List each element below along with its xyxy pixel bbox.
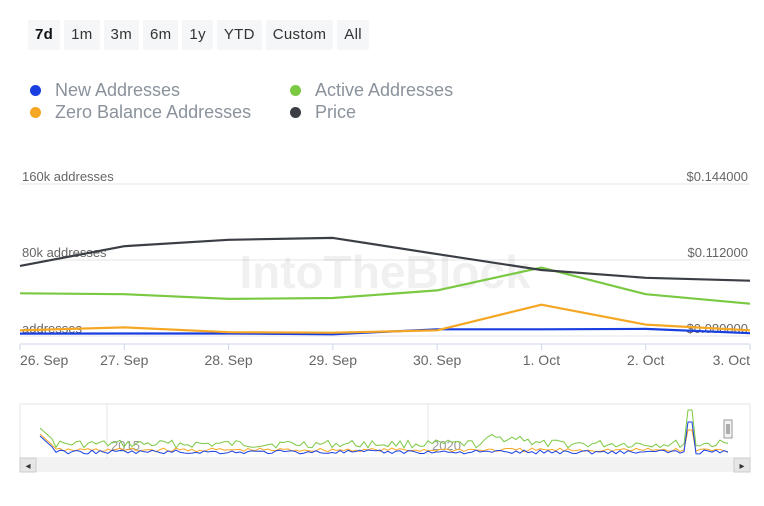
chevron-left-icon: ◂ xyxy=(25,461,30,472)
x-tick-label: 1. Oct xyxy=(523,352,560,368)
legend-label: Price xyxy=(315,102,357,122)
scrollbar-track[interactable] xyxy=(20,458,750,472)
chevron-right-icon: ▸ xyxy=(739,461,744,472)
legend-item-active-addresses[interactable]: Active Addresses xyxy=(290,80,453,101)
range-button-6m[interactable]: 6m xyxy=(142,20,179,50)
range-button-all[interactable]: All xyxy=(337,20,369,50)
scroll-left-button[interactable] xyxy=(19,457,37,473)
range-button-1m[interactable]: 1m xyxy=(64,20,100,50)
range-button-7d[interactable]: 7d xyxy=(28,20,61,50)
range-button-3m[interactable]: 3m xyxy=(103,20,139,50)
legend-item-new-addresses[interactable]: New Addresses xyxy=(30,80,180,101)
series-line-active-addresses[interactable] xyxy=(19,266,751,305)
x-tick-label: 2. Oct xyxy=(627,352,664,368)
legend: New Addresses Active Addresses Zero Balanc… xyxy=(30,80,510,126)
watermark: IntoTheBlock xyxy=(239,246,531,298)
y-right-tick-label: $0.144000 xyxy=(687,170,748,184)
legend-item-zero-balance-addresses[interactable]: Zero Balance Addresses xyxy=(30,102,251,123)
navigator-series-line xyxy=(39,409,729,449)
x-tick-label: 30. Sep xyxy=(413,352,461,368)
legend-dot-icon xyxy=(290,85,301,96)
legend-label: New Addresses xyxy=(55,80,181,100)
legend-dot-icon xyxy=(290,107,301,118)
legend-dot-icon xyxy=(30,107,41,118)
y-right-tick-label: $0.112000 xyxy=(688,245,749,260)
range-selector: 7d 1m 3m 6m 1y YTD Custom All xyxy=(28,20,369,50)
y-left-tick-label: 80k addresses xyxy=(22,245,107,260)
series-line-price[interactable] xyxy=(19,236,751,282)
y-left-tick-label: 160k addresses xyxy=(22,170,114,184)
range-button-custom[interactable]: Custom xyxy=(265,20,334,50)
navigator[interactable]: 2015 2020◂ ▸ xyxy=(0,400,764,476)
x-tick-label: 3. Oct xyxy=(713,352,750,368)
legend-label: Zero Balance Addresses xyxy=(55,102,252,122)
x-tick-label: 26. Sep xyxy=(20,352,68,368)
navigator-handle[interactable] xyxy=(723,419,733,439)
x-tick-label: 29. Sep xyxy=(309,352,357,368)
legend-item-price[interactable]: Price xyxy=(290,102,356,123)
scroll-right-button[interactable] xyxy=(733,457,751,473)
navigator-series-line xyxy=(39,421,729,455)
legend-label: Active Addresses xyxy=(315,80,454,100)
x-tick-label: 27. Sep xyxy=(100,352,148,368)
range-button-ytd[interactable]: YTD xyxy=(216,20,262,50)
series-line-zero-balance-addresses[interactable] xyxy=(19,303,751,334)
x-tick-label: 28. Sep xyxy=(204,352,252,368)
range-button-1y[interactable]: 1y xyxy=(182,20,213,50)
legend-dot-icon xyxy=(30,85,41,96)
